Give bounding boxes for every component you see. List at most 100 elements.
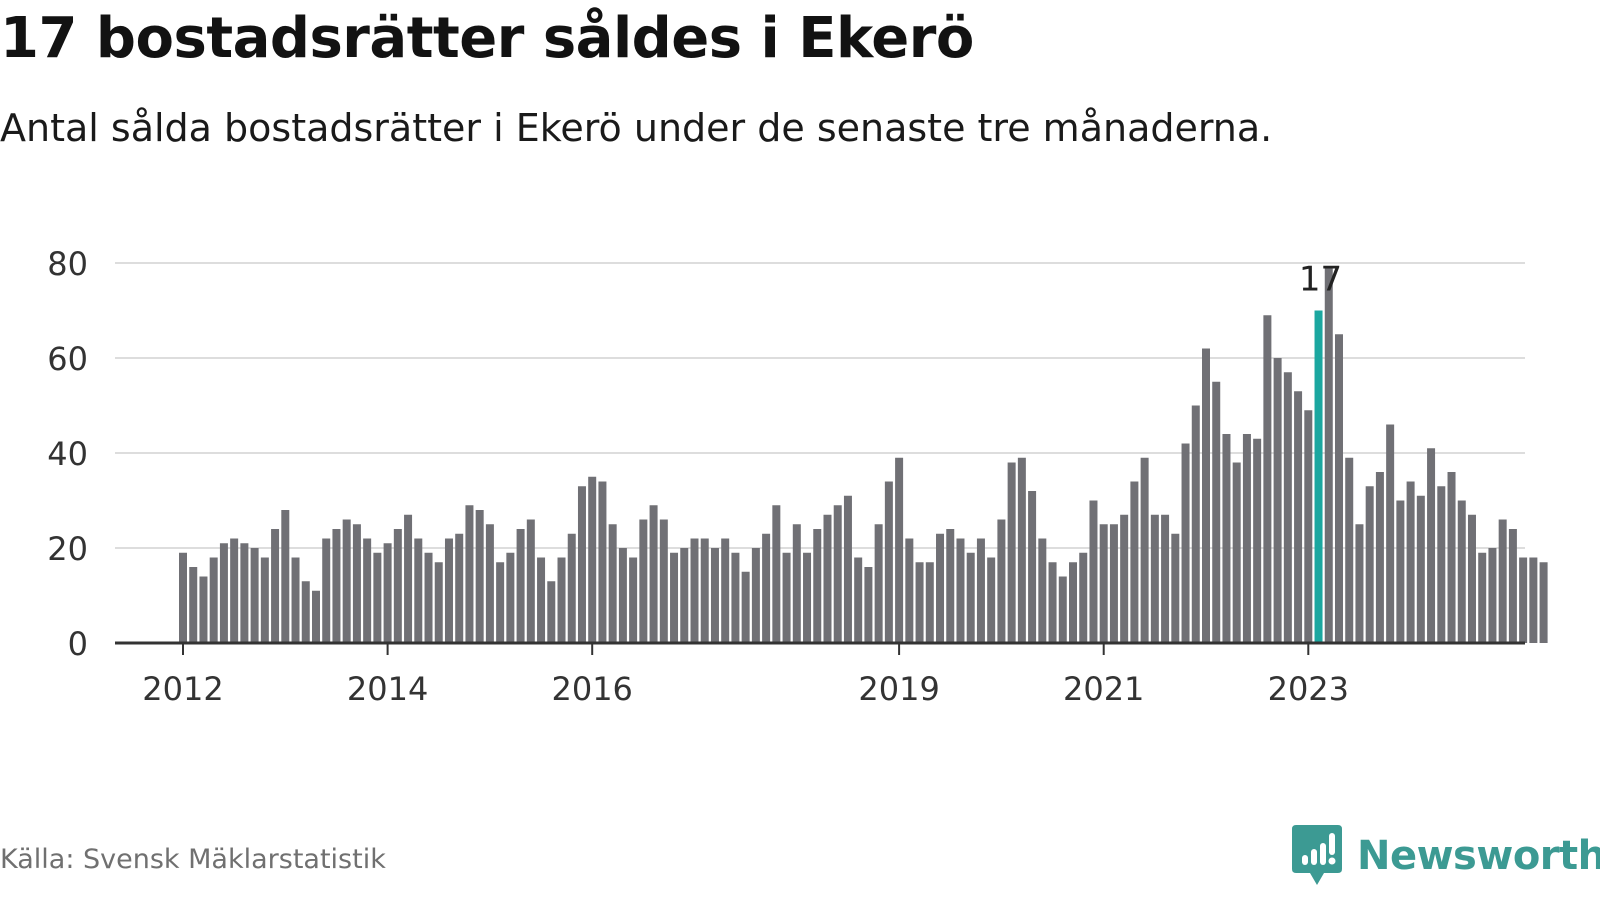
bar [1017, 457, 1026, 643]
bar [342, 519, 351, 643]
bar [1038, 538, 1047, 643]
bar [1171, 533, 1180, 643]
bar [1058, 576, 1067, 643]
bar [322, 538, 331, 643]
bar [884, 481, 893, 643]
bar [557, 557, 566, 643]
bar-chart: 0 20 40 60 80 2012 2014 2016 2019 2021 2023 17 [47, 245, 1548, 708]
bar [1498, 519, 1507, 643]
bar [1355, 524, 1364, 643]
bar [271, 529, 280, 643]
bar [1304, 410, 1313, 643]
bar [1191, 405, 1200, 643]
bar [1334, 334, 1343, 643]
bar [751, 548, 760, 643]
y-tick-label: 60 [47, 340, 88, 378]
brand-name: Newsworthy [1357, 833, 1600, 879]
bar [680, 548, 689, 643]
bar [936, 533, 945, 643]
bar [629, 557, 638, 643]
bar [608, 524, 617, 643]
bar [925, 562, 934, 643]
bar [803, 552, 812, 643]
brand-logo: Newsworthy [1292, 820, 1600, 892]
bar [1140, 457, 1149, 643]
bar [895, 457, 904, 643]
bar [547, 581, 556, 643]
chart-title: 17 bostadsrätter såldes i Ekerö [0, 6, 974, 71]
bar [1519, 557, 1528, 643]
bar [1529, 557, 1538, 643]
bar [690, 538, 699, 643]
bar [1109, 524, 1118, 643]
bar [1222, 434, 1231, 643]
bar [311, 590, 320, 643]
data-label: 17 [1299, 260, 1342, 300]
x-tick-label: 2012 [142, 670, 223, 708]
bar [577, 486, 586, 643]
bar [1406, 481, 1415, 643]
y-tick-label: 0 [68, 625, 88, 663]
bar [1457, 500, 1466, 643]
bar [598, 481, 607, 643]
bar [1324, 267, 1333, 643]
bar [537, 557, 546, 643]
bar [424, 552, 433, 643]
bar [823, 514, 832, 643]
bar [291, 557, 300, 643]
bar [189, 567, 198, 643]
bar [833, 505, 842, 643]
bar [434, 562, 443, 643]
bar [485, 524, 494, 643]
bar [465, 505, 474, 643]
bar [1028, 491, 1037, 643]
bar [1263, 315, 1272, 643]
bar [659, 519, 668, 643]
bar [772, 505, 781, 643]
bar [946, 529, 955, 643]
bar [373, 552, 382, 643]
bar [1089, 500, 1098, 643]
bar [813, 529, 822, 643]
bar [1539, 562, 1548, 643]
bar [731, 552, 740, 643]
bar [854, 557, 863, 643]
bar [987, 557, 996, 643]
bar [1427, 448, 1436, 643]
x-tick-label: 2016 [551, 670, 632, 708]
bar [1212, 381, 1221, 643]
bar [363, 538, 372, 643]
source-note: Källa: Svensk Mäklarstatistik [0, 844, 386, 875]
bar [1488, 548, 1497, 643]
bar [905, 538, 914, 643]
bar [997, 519, 1006, 643]
bar [843, 495, 852, 643]
x-tick-label: 2021 [1063, 670, 1144, 708]
bar [1130, 481, 1139, 643]
bar [762, 533, 771, 643]
bar [414, 538, 423, 643]
bar-highlight [1314, 310, 1323, 643]
bar [219, 543, 228, 643]
bar [1283, 372, 1292, 643]
newsworthy-logo-icon [1292, 825, 1342, 885]
bar [1273, 358, 1282, 643]
chart-subtitle: Antal sålda bostadsrätter i Ekerö under … [0, 106, 1273, 150]
bar [782, 552, 791, 643]
bar [1437, 486, 1446, 643]
bar [792, 524, 801, 643]
bar [475, 510, 484, 643]
bar [1242, 434, 1251, 643]
bar [444, 538, 453, 643]
bar [1120, 514, 1129, 643]
bar [966, 552, 975, 643]
bar [393, 529, 402, 643]
bar [199, 576, 208, 643]
bar [383, 543, 392, 643]
x-tick-label: 2019 [858, 670, 939, 708]
y-tick-label: 40 [47, 435, 88, 473]
bar [1099, 524, 1108, 643]
bar [700, 538, 709, 643]
bar [332, 529, 341, 643]
bar [1447, 472, 1456, 643]
